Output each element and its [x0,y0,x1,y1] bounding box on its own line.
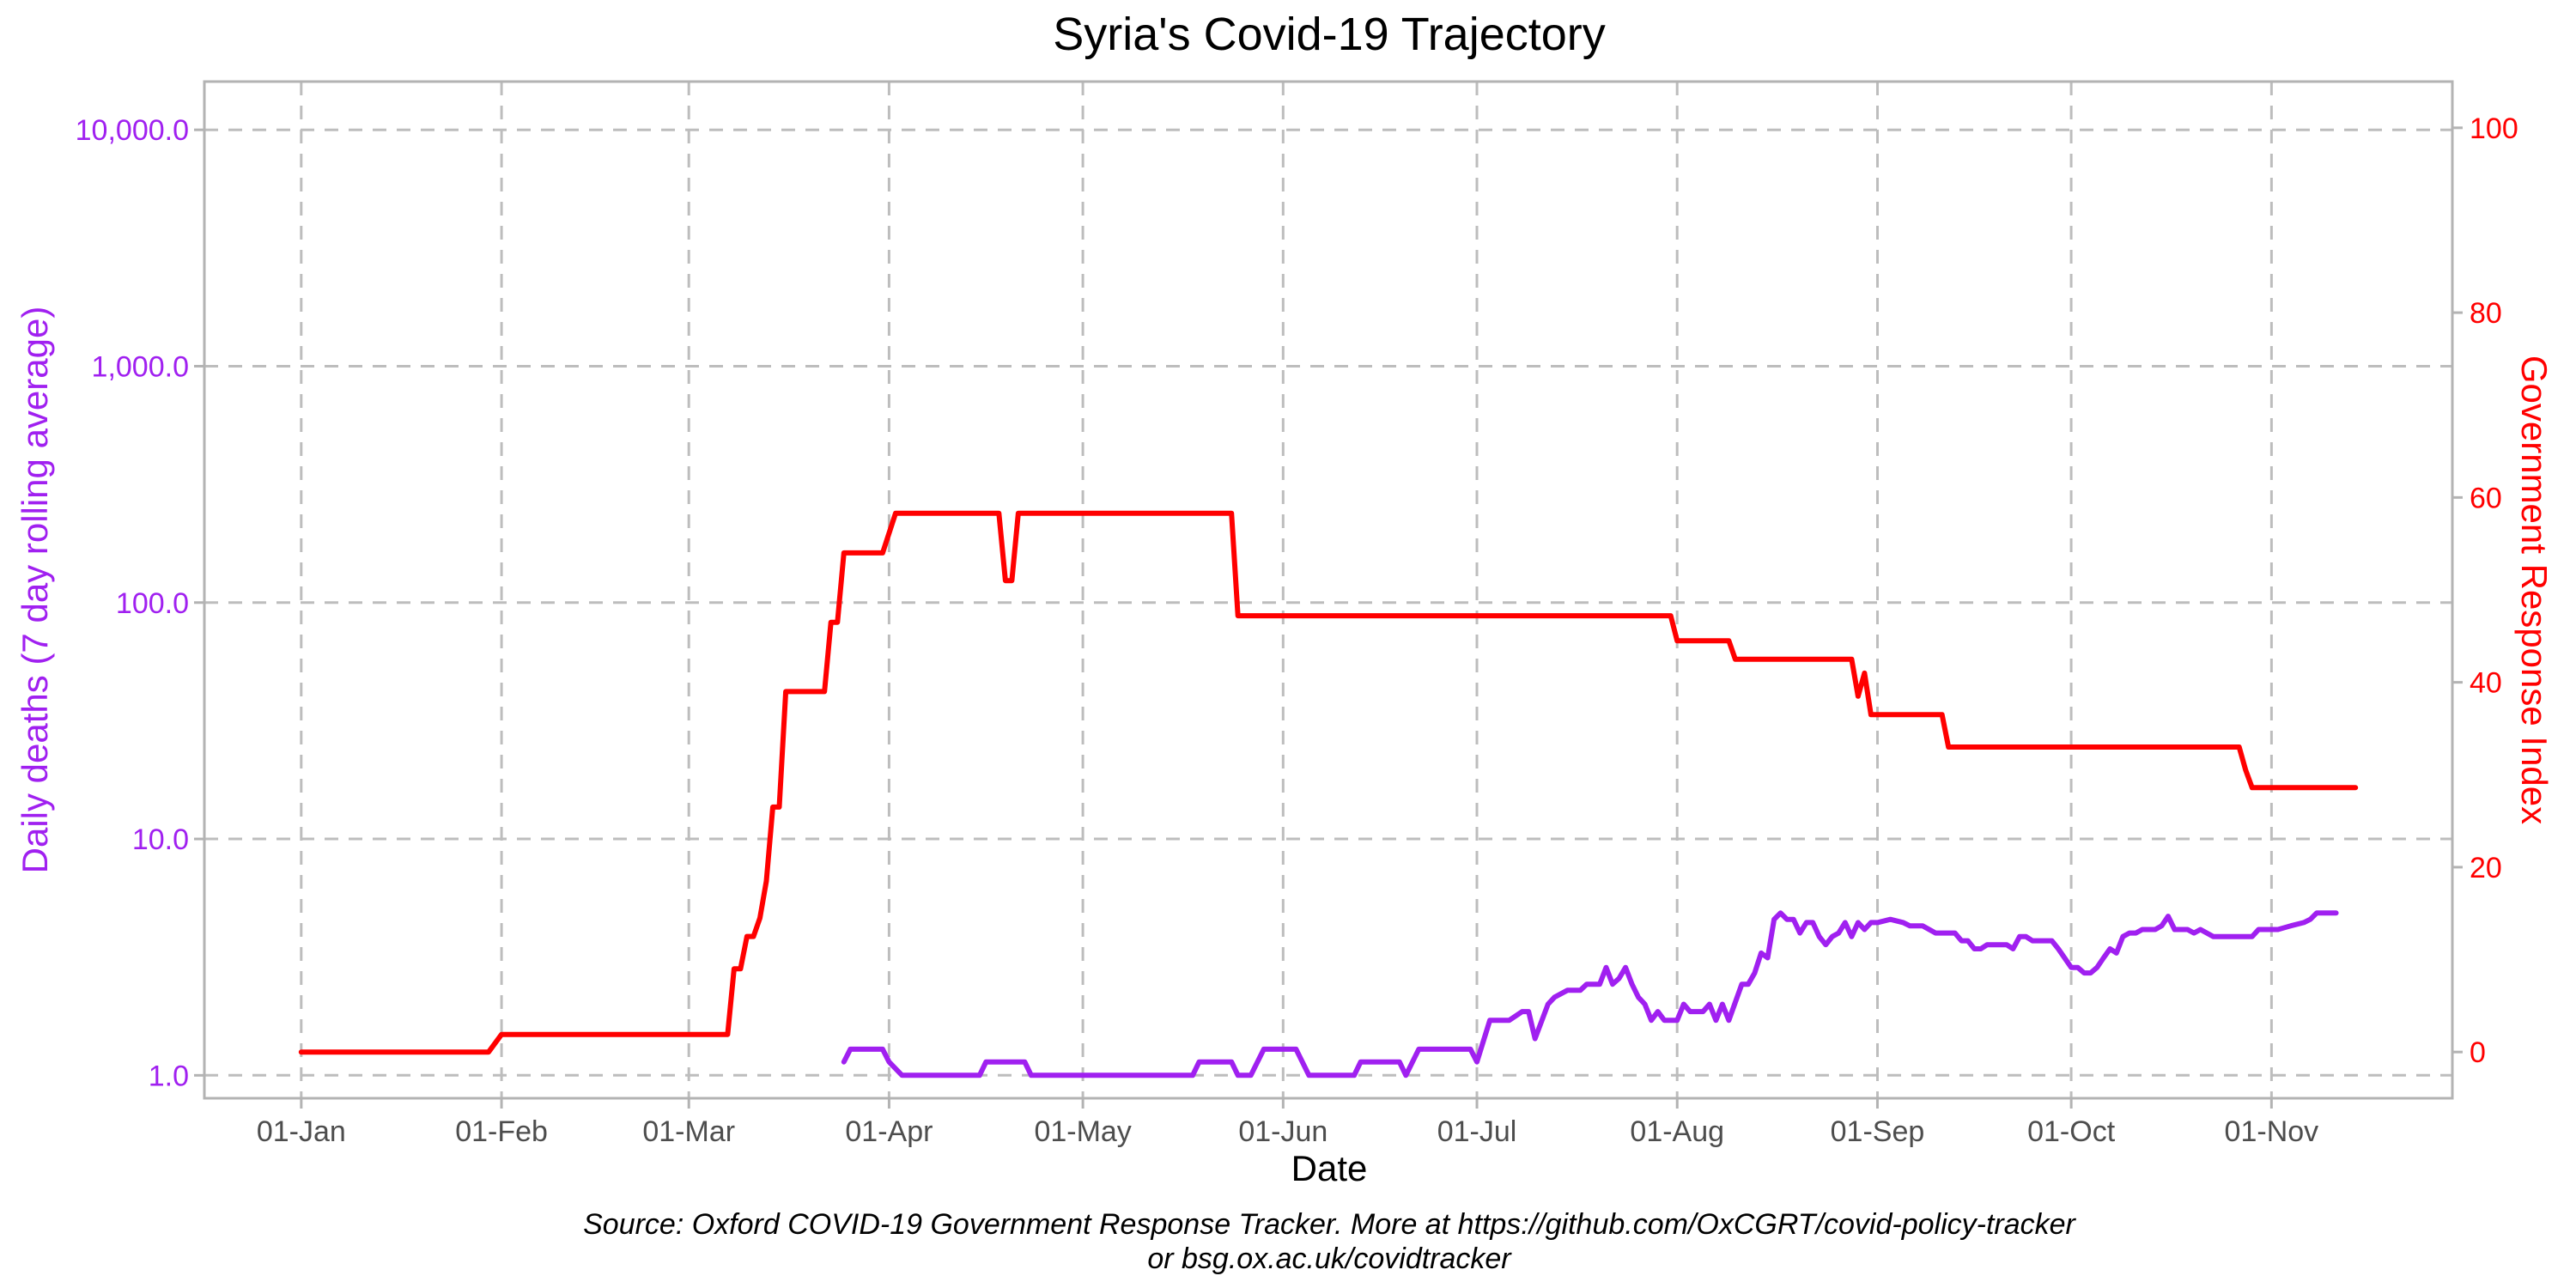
right-y-tick-label: 100 [2470,112,2518,145]
x-tick-label: 01-Jul [1437,1115,1517,1148]
left-y-tick-label: 10,000.0 [76,114,189,147]
left-y-tick-label: 100.0 [116,587,189,620]
right-y-tick-label: 40 [2470,667,2502,700]
x-tick-label: 01-Apr [845,1115,933,1148]
x-tick-label: 01-Jan [257,1115,346,1148]
x-tick-label: 01-Aug [1630,1115,1724,1148]
right-y-tick-label: 60 [2470,482,2502,514]
grid-lines [204,82,2452,1098]
x-axis-ticks: 01-Jan 01-Feb 01-Mar 01-Apr 01-May 01-Jun 01-J… [257,1098,2318,1148]
series-layer [298,510,2359,1078]
source-caption-line-2: or bsg.ox.ac.uk/covidtracker [1147,1242,1512,1275]
right-y-axis-ticks: 0 20 40 60 80 100 [2452,112,2518,1069]
plot-frame [203,80,2454,1100]
daily-deaths-line [841,910,2339,1078]
right-y-tick-label: 20 [2470,852,2502,884]
x-tick-label: 01-Sep [1831,1115,1925,1148]
x-tick-label: 01-Nov [2225,1115,2319,1148]
left-y-tick-label: 1.0 [149,1060,189,1092]
x-tick-label: 01-May [1034,1115,1131,1148]
x-tick-label: 01-Feb [455,1115,548,1148]
government-response-index-line [298,510,2359,1055]
x-tick-label: 01-Jun [1238,1115,1327,1148]
x-axis-title: Date [1291,1148,1368,1188]
x-tick-label: 01-Mar [642,1115,735,1148]
left-y-axis-title: Daily deaths (7 day rolling average) [15,307,55,874]
left-y-axis-ticks: 1.0 10.0 100.0 1,000.0 10,000.0 [76,114,204,1092]
left-y-tick-label: 1,000.0 [92,350,189,383]
source-caption-line-1: Source: Oxford COVID-19 Government Respo… [583,1208,2076,1241]
chart-title: Syria's Covid-19 Trajectory [1053,9,1606,60]
right-y-tick-label: 80 [2470,297,2502,330]
x-tick-label: 01-Oct [2027,1115,2116,1148]
right-y-tick-label: 0 [2470,1036,2486,1069]
right-y-axis-title: Government Response Index [2514,355,2555,824]
left-y-tick-label: 10.0 [132,823,189,856]
